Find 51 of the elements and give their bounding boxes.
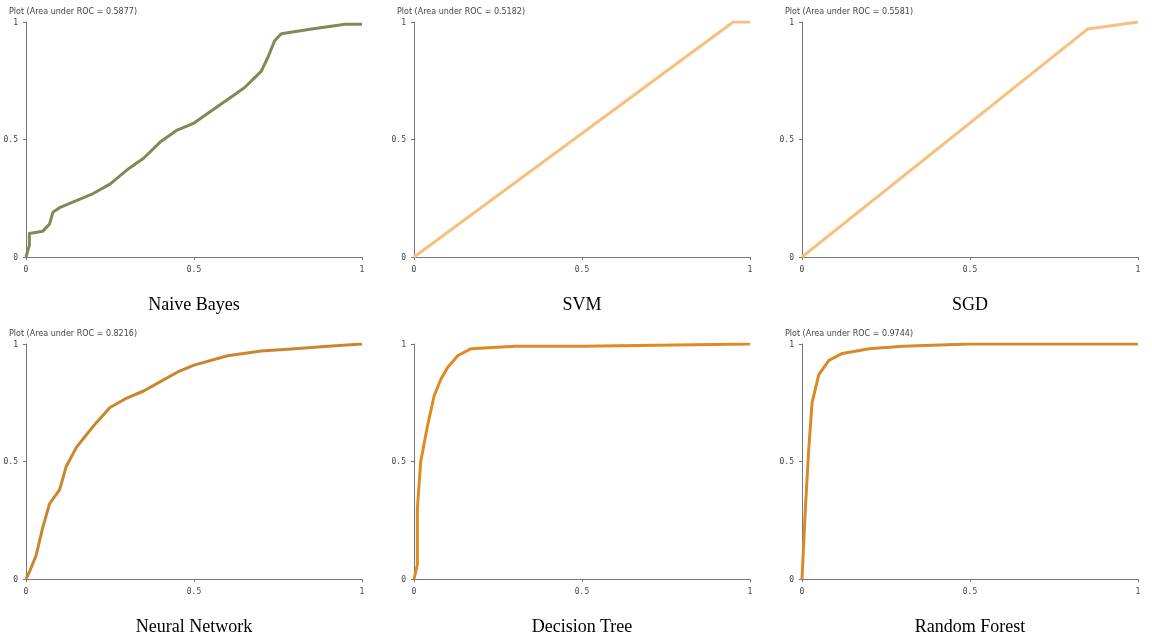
y-tick-label: 0 [401,252,407,262]
chart-title: Plot (Area under ROC = 0.5877) [9,6,138,16]
x-tick-label: 1 [1135,586,1141,596]
x-tick-label: 0 [411,586,417,596]
x-axis-title: Naive Bayes [148,294,240,314]
y-tick-label: 0.5 [391,135,407,144]
chart-title: Plot (Area under ROC = 0.5581) [785,6,914,16]
y-tick-label: 0 [13,574,19,584]
x-tick-label: 0 [799,586,805,596]
y-tick-label: 1 [789,339,795,349]
line-series [24,22,364,259]
x-tick-label: 0 [23,264,29,274]
x-tick-label: 1 [359,264,365,274]
x-tick-label: 1 [359,586,365,596]
x-axis-title: Decision Tree [531,616,633,636]
y-tick-label: 0.5 [391,457,407,466]
y-tick-label: 1 [13,339,19,349]
y-tick-label: 0.5 [3,135,19,144]
x-axis-title: SGD [951,294,989,314]
x-tick-label: 0.5 [962,586,978,596]
y-tick-label: 0.5 [779,135,795,144]
x-axis-title: Random Forest [914,616,1026,636]
y-tick-label: 0.5 [779,457,795,466]
line-series [24,342,364,581]
y-tick-label: 0 [401,574,407,584]
x-axis-title: SVM [562,294,602,314]
x-tick-label: 1 [747,586,753,596]
y-tick-label: 1 [401,339,407,349]
chart-title: Plot (Area under ROC = 0.8216) [9,328,138,338]
y-tick-label: 1 [401,17,407,27]
chart-title: Plot (Area under ROC = 0.9744) [785,328,914,338]
line-series [800,342,1140,581]
line-series [412,342,752,581]
x-tick-label: 0.5 [186,264,202,274]
x-tick-label: 0 [799,264,805,274]
x-tick-label: 1 [747,264,753,274]
x-tick-label: 1 [1135,264,1141,274]
y-tick-label: 0 [789,252,795,262]
y-tick-label: 1 [13,17,19,27]
x-tick-label: 0.5 [574,264,590,274]
x-tick-label: 0 [23,586,29,596]
x-tick-label: 0.5 [962,264,978,274]
y-tick-label: 1 [789,17,795,27]
y-tick-label: 0 [13,252,19,262]
y-tick-label: 0.5 [3,457,19,466]
chart-title: Plot (Area under ROC = 0.5182) [397,6,526,16]
x-tick-label: 0 [411,264,417,274]
x-tick-label: 0.5 [574,586,590,596]
x-tick-label: 0.5 [186,586,202,596]
x-axis-title: Neural Network [135,616,253,636]
y-tick-label: 0 [789,574,795,584]
